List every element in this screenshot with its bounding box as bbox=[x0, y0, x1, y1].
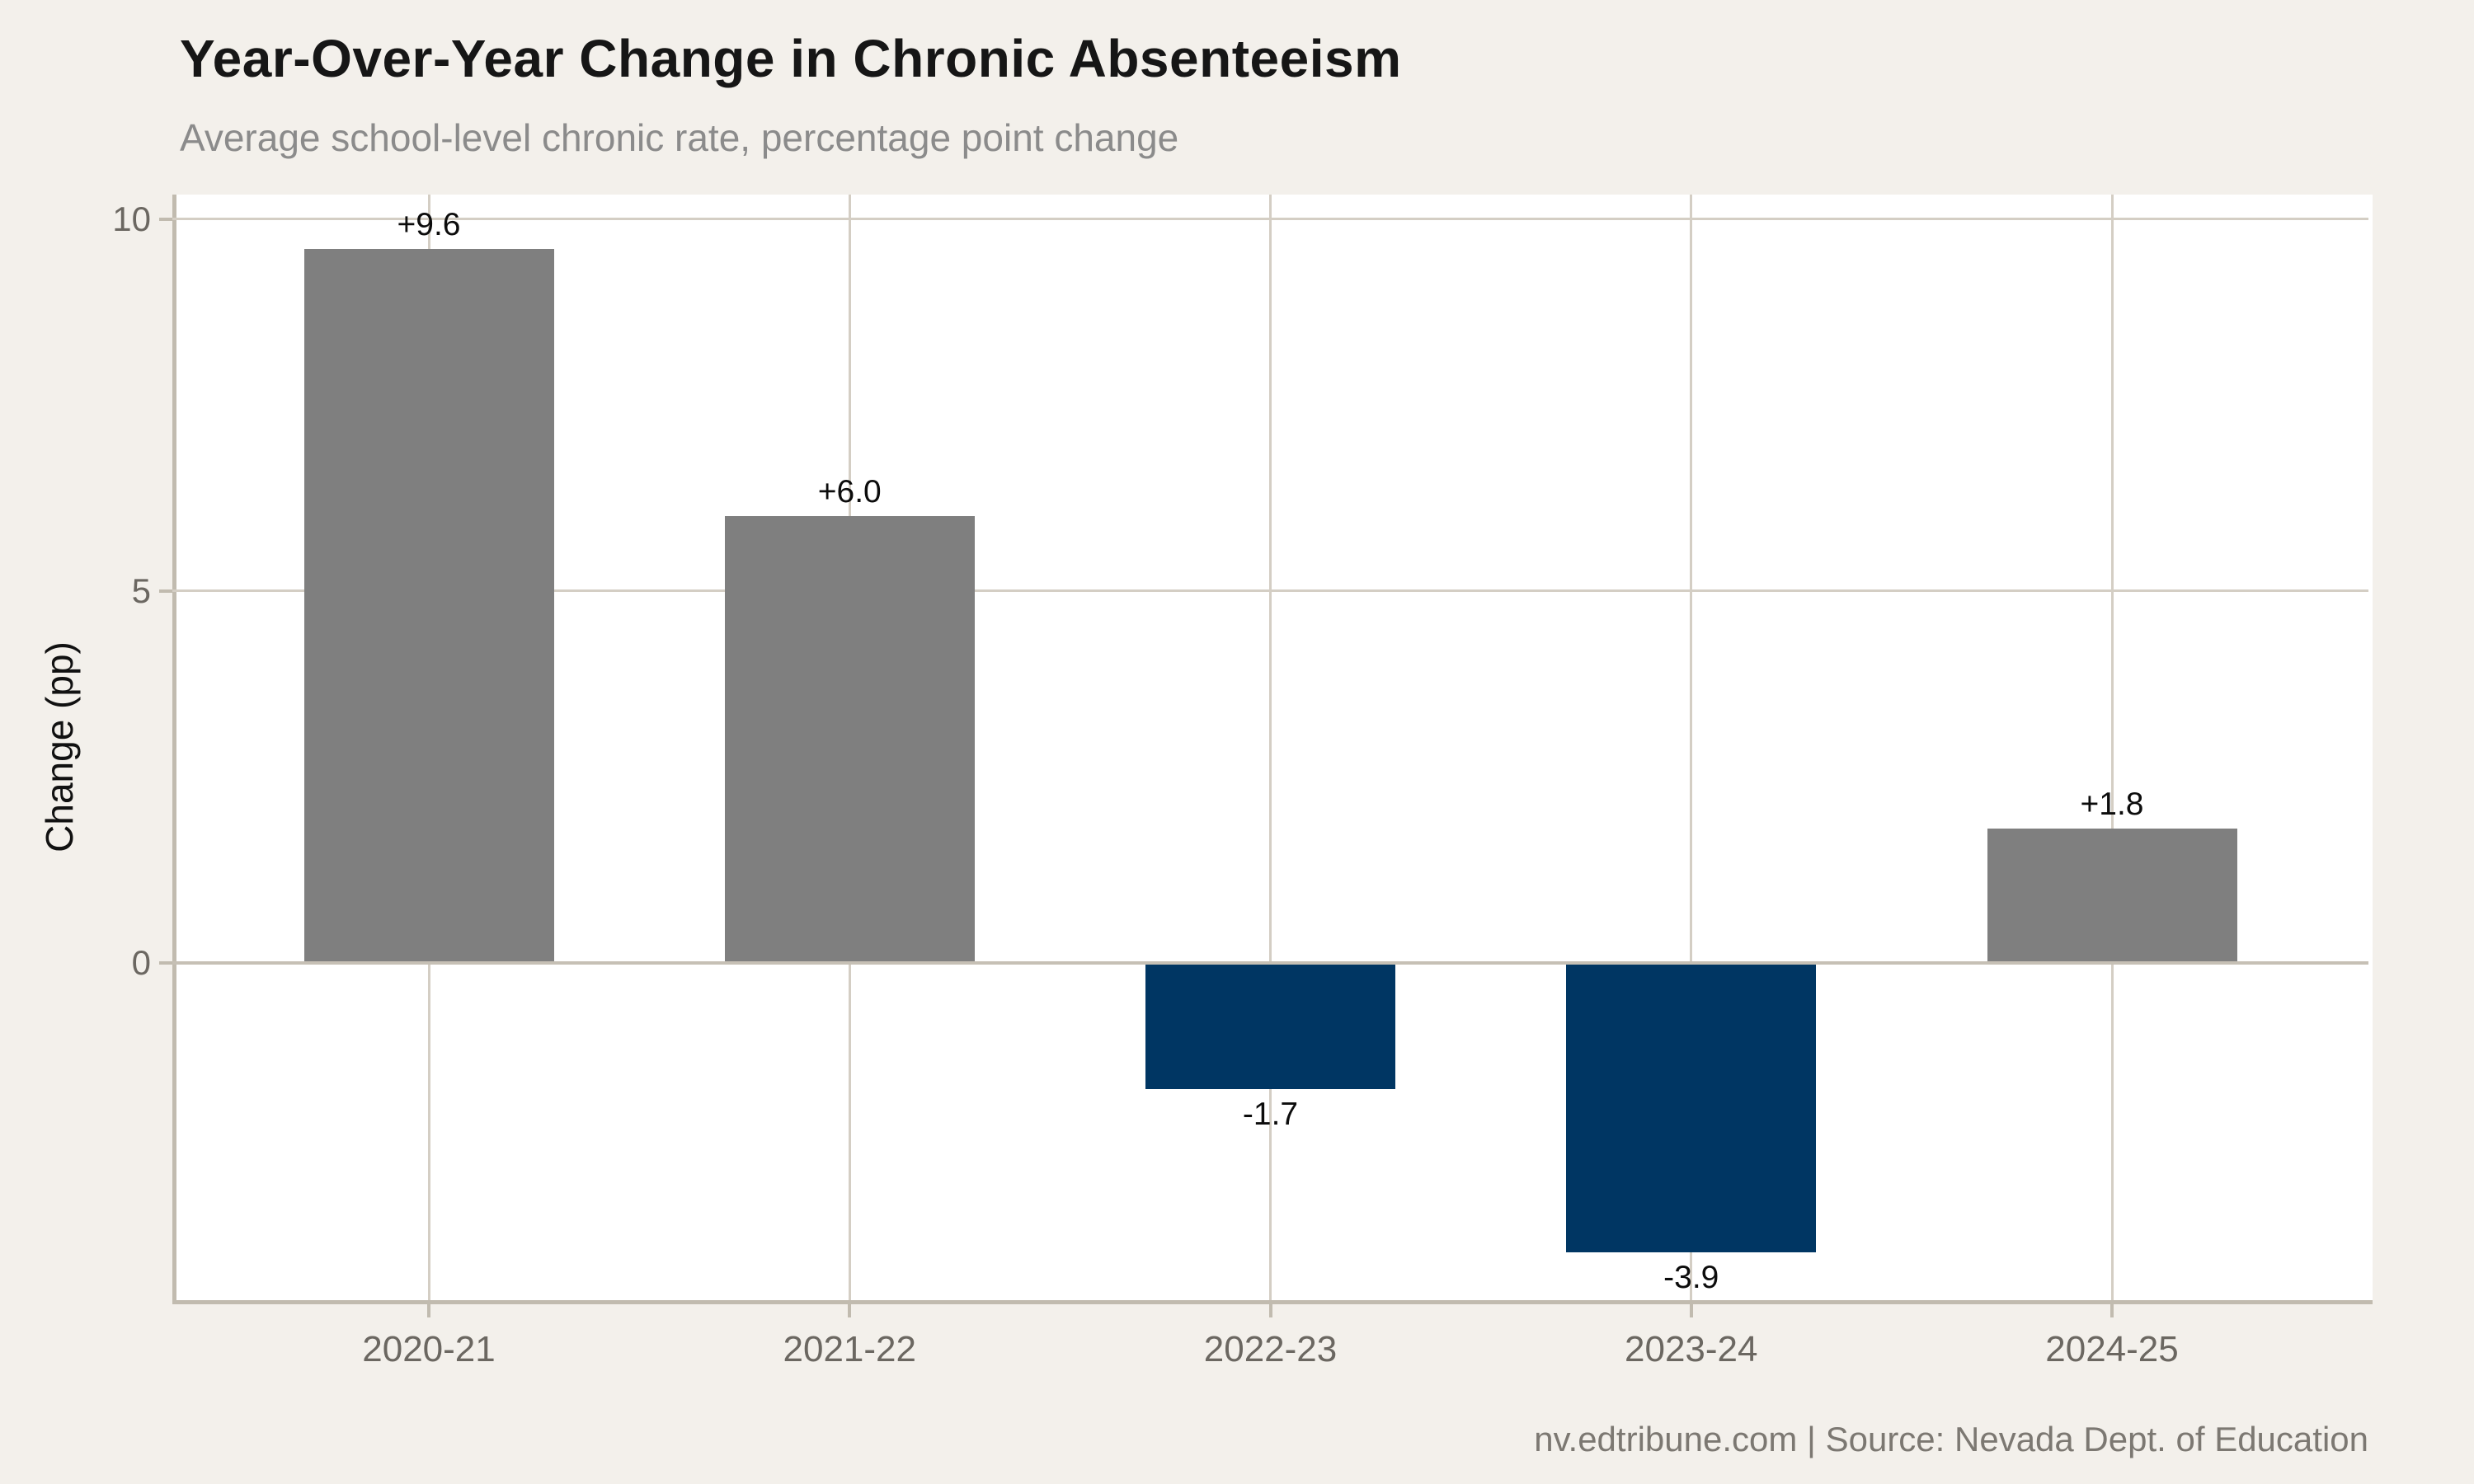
y-tick-mark-0 bbox=[159, 960, 172, 965]
y-tick-mark-5 bbox=[159, 589, 172, 593]
value-label-2024-25: +1.8 bbox=[2080, 787, 2144, 823]
chart-title: Year-Over-Year Change in Chronic Absente… bbox=[180, 29, 1402, 88]
x-tick-mark-2020-21 bbox=[427, 1303, 430, 1317]
y-tick-label-10: 10 bbox=[112, 199, 151, 238]
value-label-2022-23: -1.7 bbox=[1242, 1096, 1299, 1132]
x-tick-label-2022-23: 2022-23 bbox=[1203, 1329, 1338, 1369]
x-tick-label-2021-22: 2021-22 bbox=[783, 1329, 916, 1369]
x-tick-mark-2022-23 bbox=[1268, 1303, 1272, 1317]
zero-line bbox=[172, 960, 2368, 965]
bar-2024-25 bbox=[1987, 829, 2237, 963]
y-tick-label-0: 0 bbox=[131, 942, 151, 982]
chart-subtitle: Average school-level chronic rate, perce… bbox=[180, 116, 1179, 159]
y-tick-mark-10 bbox=[159, 217, 172, 221]
x-tick-mark-2021-22 bbox=[848, 1303, 852, 1317]
source-credit: nv.edtribune.com | Source: Nevada Dept. … bbox=[1534, 1420, 2368, 1458]
x-gridline-2024-25 bbox=[2110, 195, 2114, 1300]
x-tick-label-2020-21: 2020-21 bbox=[362, 1329, 496, 1369]
value-label-2020-21: +9.6 bbox=[397, 206, 461, 242]
value-label-2023-24: -3.9 bbox=[1663, 1260, 1719, 1296]
bar-2021-22 bbox=[724, 516, 975, 963]
bar-2023-24 bbox=[1566, 962, 1817, 1253]
bar-2020-21 bbox=[303, 248, 554, 963]
value-label-2021-22: +6.0 bbox=[817, 474, 882, 510]
x-tick-mark-2023-24 bbox=[1689, 1303, 1693, 1317]
y-tick-label-5: 5 bbox=[131, 571, 151, 610]
x-gridline-2023-24 bbox=[1690, 195, 1693, 1300]
x-gridline-2022-23 bbox=[1269, 195, 1272, 1300]
y-axis-title: Change (pp) bbox=[38, 641, 81, 852]
x-tick-mark-2024-25 bbox=[2110, 1303, 2114, 1317]
x-tick-label-2023-24: 2023-24 bbox=[1625, 1329, 1758, 1369]
x-tick-label-2024-25: 2024-25 bbox=[2045, 1329, 2179, 1369]
bar-2022-23 bbox=[1145, 962, 1395, 1089]
